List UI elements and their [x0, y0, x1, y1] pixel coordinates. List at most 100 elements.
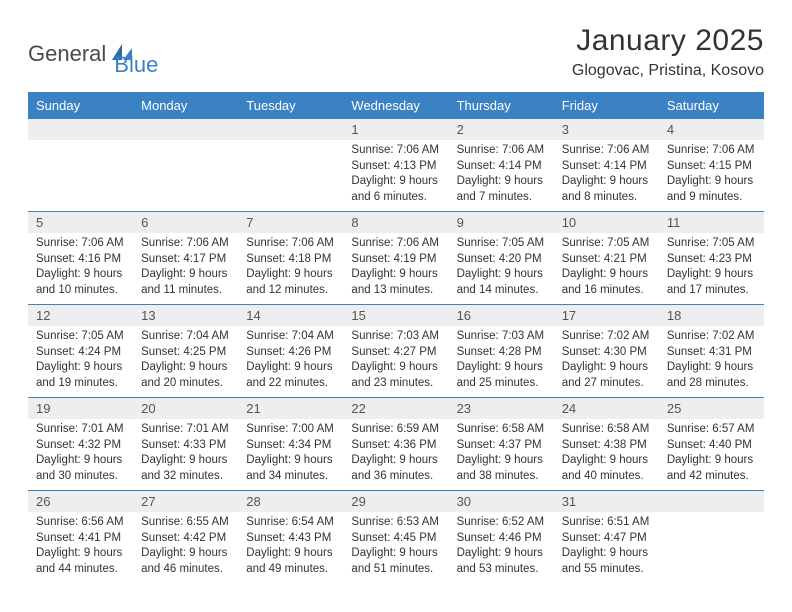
day-number: 7 [238, 212, 343, 233]
day-number: 4 [659, 119, 764, 140]
calendar-day-cell: 6Sunrise: 7:06 AMSunset: 4:17 PMDaylight… [133, 212, 238, 305]
logo-text-general: General [28, 41, 106, 67]
day-detail: Sunrise: 7:06 AMSunset: 4:16 PMDaylight:… [28, 233, 133, 304]
day-number: 5 [28, 212, 133, 233]
day-number: 8 [343, 212, 448, 233]
calendar-day-cell: 9Sunrise: 7:05 AMSunset: 4:20 PMDaylight… [449, 212, 554, 305]
logo-text-blue: Blue [114, 52, 158, 78]
day-detail: Sunrise: 7:04 AMSunset: 4:26 PMDaylight:… [238, 326, 343, 397]
calendar-day-cell: 21Sunrise: 7:00 AMSunset: 4:34 PMDayligh… [238, 398, 343, 491]
calendar-week-row: 12Sunrise: 7:05 AMSunset: 4:24 PMDayligh… [28, 305, 764, 398]
day-detail: Sunrise: 7:01 AMSunset: 4:33 PMDaylight:… [133, 419, 238, 490]
day-number: 27 [133, 491, 238, 512]
day-number: 11 [659, 212, 764, 233]
day-number: 1 [343, 119, 448, 140]
calendar-day-cell: 26Sunrise: 6:56 AMSunset: 4:41 PMDayligh… [28, 491, 133, 584]
calendar-day-cell: 2Sunrise: 7:06 AMSunset: 4:14 PMDaylight… [449, 119, 554, 212]
day-detail: Sunrise: 7:06 AMSunset: 4:17 PMDaylight:… [133, 233, 238, 304]
calendar-day-cell: 3Sunrise: 7:06 AMSunset: 4:14 PMDaylight… [554, 119, 659, 212]
day-detail: Sunrise: 7:03 AMSunset: 4:27 PMDaylight:… [343, 326, 448, 397]
day-detail: Sunrise: 7:05 AMSunset: 4:20 PMDaylight:… [449, 233, 554, 304]
weekday-header: Saturday [659, 92, 764, 119]
weekday-header: Thursday [449, 92, 554, 119]
calendar-day-cell: 30Sunrise: 6:52 AMSunset: 4:46 PMDayligh… [449, 491, 554, 584]
day-number: 31 [554, 491, 659, 512]
day-number: 23 [449, 398, 554, 419]
calendar-week-row: 26Sunrise: 6:56 AMSunset: 4:41 PMDayligh… [28, 491, 764, 584]
month-title: January 2025 [572, 24, 764, 58]
day-number: 25 [659, 398, 764, 419]
day-number: 16 [449, 305, 554, 326]
day-detail: Sunrise: 7:06 AMSunset: 4:13 PMDaylight:… [343, 140, 448, 211]
calendar-day-cell: 12Sunrise: 7:05 AMSunset: 4:24 PMDayligh… [28, 305, 133, 398]
day-number: 26 [28, 491, 133, 512]
day-detail: Sunrise: 7:06 AMSunset: 4:19 PMDaylight:… [343, 233, 448, 304]
calendar-day-cell: 13Sunrise: 7:04 AMSunset: 4:25 PMDayligh… [133, 305, 238, 398]
calendar-day-cell: 20Sunrise: 7:01 AMSunset: 4:33 PMDayligh… [133, 398, 238, 491]
day-number: 18 [659, 305, 764, 326]
day-detail: Sunrise: 6:58 AMSunset: 4:37 PMDaylight:… [449, 419, 554, 490]
calendar-day-cell: 22Sunrise: 6:59 AMSunset: 4:36 PMDayligh… [343, 398, 448, 491]
day-detail: Sunrise: 7:02 AMSunset: 4:30 PMDaylight:… [554, 326, 659, 397]
day-detail: Sunrise: 7:05 AMSunset: 4:23 PMDaylight:… [659, 233, 764, 304]
day-number: 21 [238, 398, 343, 419]
day-number: 20 [133, 398, 238, 419]
day-number: 2 [449, 119, 554, 140]
calendar-header-row: SundayMondayTuesdayWednesdayThursdayFrid… [28, 92, 764, 119]
day-detail: Sunrise: 6:51 AMSunset: 4:47 PMDaylight:… [554, 512, 659, 583]
day-detail: Sunrise: 7:05 AMSunset: 4:24 PMDaylight:… [28, 326, 133, 397]
day-detail: Sunrise: 7:02 AMSunset: 4:31 PMDaylight:… [659, 326, 764, 397]
calendar-day-cell: 28Sunrise: 6:54 AMSunset: 4:43 PMDayligh… [238, 491, 343, 584]
day-number: 29 [343, 491, 448, 512]
empty-daynum [659, 491, 764, 512]
day-number: 12 [28, 305, 133, 326]
weekday-header: Wednesday [343, 92, 448, 119]
calendar-day-cell: 31Sunrise: 6:51 AMSunset: 4:47 PMDayligh… [554, 491, 659, 584]
day-number: 13 [133, 305, 238, 326]
day-detail: Sunrise: 7:06 AMSunset: 4:15 PMDaylight:… [659, 140, 764, 211]
calendar-day-cell: 17Sunrise: 7:02 AMSunset: 4:30 PMDayligh… [554, 305, 659, 398]
day-number: 10 [554, 212, 659, 233]
day-number: 22 [343, 398, 448, 419]
calendar-day-cell: 1Sunrise: 7:06 AMSunset: 4:13 PMDaylight… [343, 119, 448, 212]
calendar-day-cell: 11Sunrise: 7:05 AMSunset: 4:23 PMDayligh… [659, 212, 764, 305]
calendar-day-cell: 14Sunrise: 7:04 AMSunset: 4:26 PMDayligh… [238, 305, 343, 398]
day-detail: Sunrise: 7:06 AMSunset: 4:14 PMDaylight:… [554, 140, 659, 211]
calendar-day-cell: 24Sunrise: 6:58 AMSunset: 4:38 PMDayligh… [554, 398, 659, 491]
weekday-header: Tuesday [238, 92, 343, 119]
calendar-week-row: 1Sunrise: 7:06 AMSunset: 4:13 PMDaylight… [28, 119, 764, 212]
day-detail: Sunrise: 7:05 AMSunset: 4:21 PMDaylight:… [554, 233, 659, 304]
calendar-day-cell: 18Sunrise: 7:02 AMSunset: 4:31 PMDayligh… [659, 305, 764, 398]
day-detail: Sunrise: 6:55 AMSunset: 4:42 PMDaylight:… [133, 512, 238, 583]
calendar-day-cell [659, 491, 764, 584]
calendar-day-cell [238, 119, 343, 212]
day-number: 30 [449, 491, 554, 512]
day-number: 17 [554, 305, 659, 326]
calendar-day-cell: 16Sunrise: 7:03 AMSunset: 4:28 PMDayligh… [449, 305, 554, 398]
calendar-day-cell: 10Sunrise: 7:05 AMSunset: 4:21 PMDayligh… [554, 212, 659, 305]
calendar-day-cell: 19Sunrise: 7:01 AMSunset: 4:32 PMDayligh… [28, 398, 133, 491]
calendar-day-cell: 4Sunrise: 7:06 AMSunset: 4:15 PMDaylight… [659, 119, 764, 212]
day-detail: Sunrise: 6:53 AMSunset: 4:45 PMDaylight:… [343, 512, 448, 583]
weekday-header: Friday [554, 92, 659, 119]
calendar-day-cell: 25Sunrise: 6:57 AMSunset: 4:40 PMDayligh… [659, 398, 764, 491]
day-detail: Sunrise: 7:06 AMSunset: 4:18 PMDaylight:… [238, 233, 343, 304]
day-number: 9 [449, 212, 554, 233]
weekday-header: Sunday [28, 92, 133, 119]
day-detail: Sunrise: 7:04 AMSunset: 4:25 PMDaylight:… [133, 326, 238, 397]
calendar-table: SundayMondayTuesdayWednesdayThursdayFrid… [28, 92, 764, 583]
empty-daynum [238, 119, 343, 140]
day-detail: Sunrise: 7:01 AMSunset: 4:32 PMDaylight:… [28, 419, 133, 490]
day-detail: Sunrise: 6:54 AMSunset: 4:43 PMDaylight:… [238, 512, 343, 583]
day-detail: Sunrise: 6:56 AMSunset: 4:41 PMDaylight:… [28, 512, 133, 583]
day-detail: Sunrise: 7:03 AMSunset: 4:28 PMDaylight:… [449, 326, 554, 397]
calendar-day-cell: 27Sunrise: 6:55 AMSunset: 4:42 PMDayligh… [133, 491, 238, 584]
day-detail: Sunrise: 6:58 AMSunset: 4:38 PMDaylight:… [554, 419, 659, 490]
day-detail: Sunrise: 7:06 AMSunset: 4:14 PMDaylight:… [449, 140, 554, 211]
calendar-day-cell: 7Sunrise: 7:06 AMSunset: 4:18 PMDaylight… [238, 212, 343, 305]
empty-daynum [28, 119, 133, 140]
day-number: 6 [133, 212, 238, 233]
day-number: 14 [238, 305, 343, 326]
day-number: 19 [28, 398, 133, 419]
day-detail: Sunrise: 6:57 AMSunset: 4:40 PMDaylight:… [659, 419, 764, 490]
